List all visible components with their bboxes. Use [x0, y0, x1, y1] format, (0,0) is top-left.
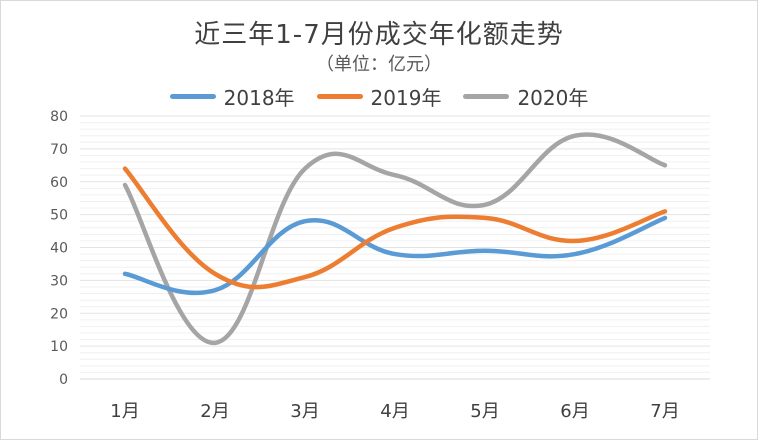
- chart-title: 近三年1-7月份成交年化额走势: [194, 20, 564, 50]
- legend-label-2019: 2019年: [370, 86, 442, 110]
- legend-item-2020: 2020年: [463, 82, 588, 111]
- chart-subtitle: （单位：亿元）: [316, 54, 442, 75]
- legend-swatch-2020: [463, 94, 510, 99]
- legend: 2018年 2019年 2020年: [0, 82, 758, 111]
- x-tick-label: 1月: [110, 401, 139, 422]
- y-tick-label: 10: [50, 339, 68, 355]
- legend-swatch-2019: [316, 94, 363, 99]
- y-tick-label: 60: [50, 175, 68, 191]
- y-tick-label: 40: [50, 241, 68, 257]
- y-tick-label: 0: [59, 372, 68, 388]
- x-tick-label: 6月: [560, 401, 589, 422]
- y-tick-label: 30: [50, 273, 68, 289]
- y-tick-label: 20: [50, 306, 68, 322]
- x-tick-label: 2月: [200, 401, 229, 422]
- legend-item-2018: 2018年: [169, 82, 295, 111]
- legend-swatch-2018: [169, 94, 216, 99]
- y-tick-label: 70: [50, 142, 68, 158]
- legend-item-2019: 2019年: [316, 82, 442, 111]
- legend-label-2020: 2020年: [517, 86, 589, 110]
- x-tick-label: 5月: [470, 401, 499, 422]
- y-tick-label: 80: [50, 109, 68, 125]
- legend-label-2018: 2018年: [223, 86, 295, 110]
- x-tick-label: 3月: [290, 401, 319, 422]
- x-tick-label: 4月: [380, 401, 409, 422]
- series-line-2020年: [122, 132, 668, 346]
- y-tick-label: 50: [50, 208, 68, 224]
- x-tick-label: 7月: [650, 401, 679, 422]
